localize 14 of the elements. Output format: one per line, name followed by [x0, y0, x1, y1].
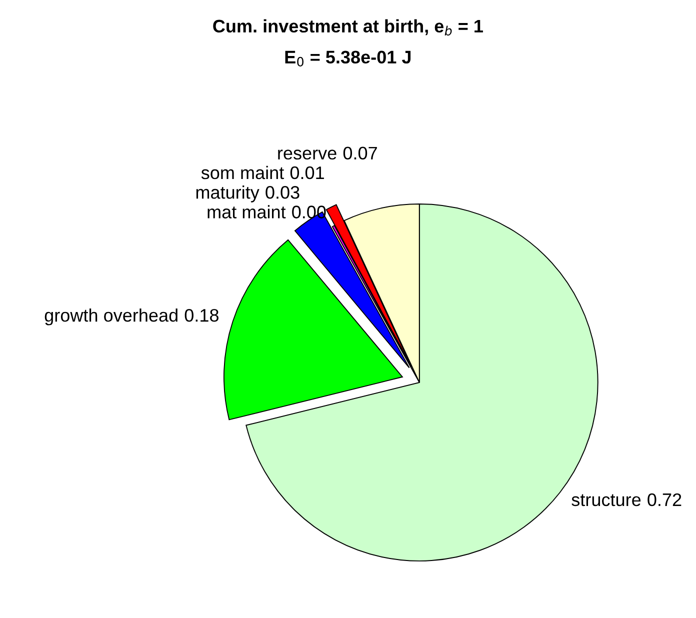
slice-label: structure: [572, 494, 641, 506]
data-label: 0.03: [266, 186, 300, 199]
slice-label: growth overhead: [44, 308, 178, 326]
data-label: 0.01: [290, 166, 324, 180]
data-label: 0.72: [648, 493, 682, 506]
data-label: 0.07: [343, 146, 377, 160]
slice-label: mat maint: [208, 205, 286, 218]
chart-title: Cum. investment at birth, e$_{b}$ = 1: [213, 19, 483, 36]
data-label: 0.00: [292, 206, 326, 218]
chart-subtitle: E$_{0}$ = 5.38e-01 J: [285, 50, 411, 66]
slice-label: reserve: [278, 150, 336, 160]
data-label: 0.18: [184, 308, 218, 322]
slice-label: som maint: [201, 166, 284, 180]
slice-label: maturity: [196, 186, 260, 202]
